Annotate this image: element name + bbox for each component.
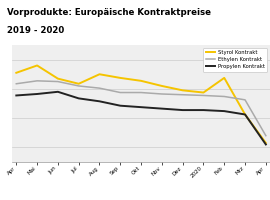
Text: 2019 - 2020: 2019 - 2020	[7, 26, 64, 35]
Text: Vorprodukte: Europäische Kontraktpreise: Vorprodukte: Europäische Kontraktpreise	[7, 8, 211, 17]
Legend: Styrol Kontrakt, Ethylen Kontrakt, Propylen Kontrakt: Styrol Kontrakt, Ethylen Kontrakt, Propy…	[203, 48, 267, 72]
Text: © 2020 Kunststoff Information, Bad Homburg - www.kiweb.de: © 2020 Kunststoff Information, Bad Hombu…	[7, 188, 159, 194]
